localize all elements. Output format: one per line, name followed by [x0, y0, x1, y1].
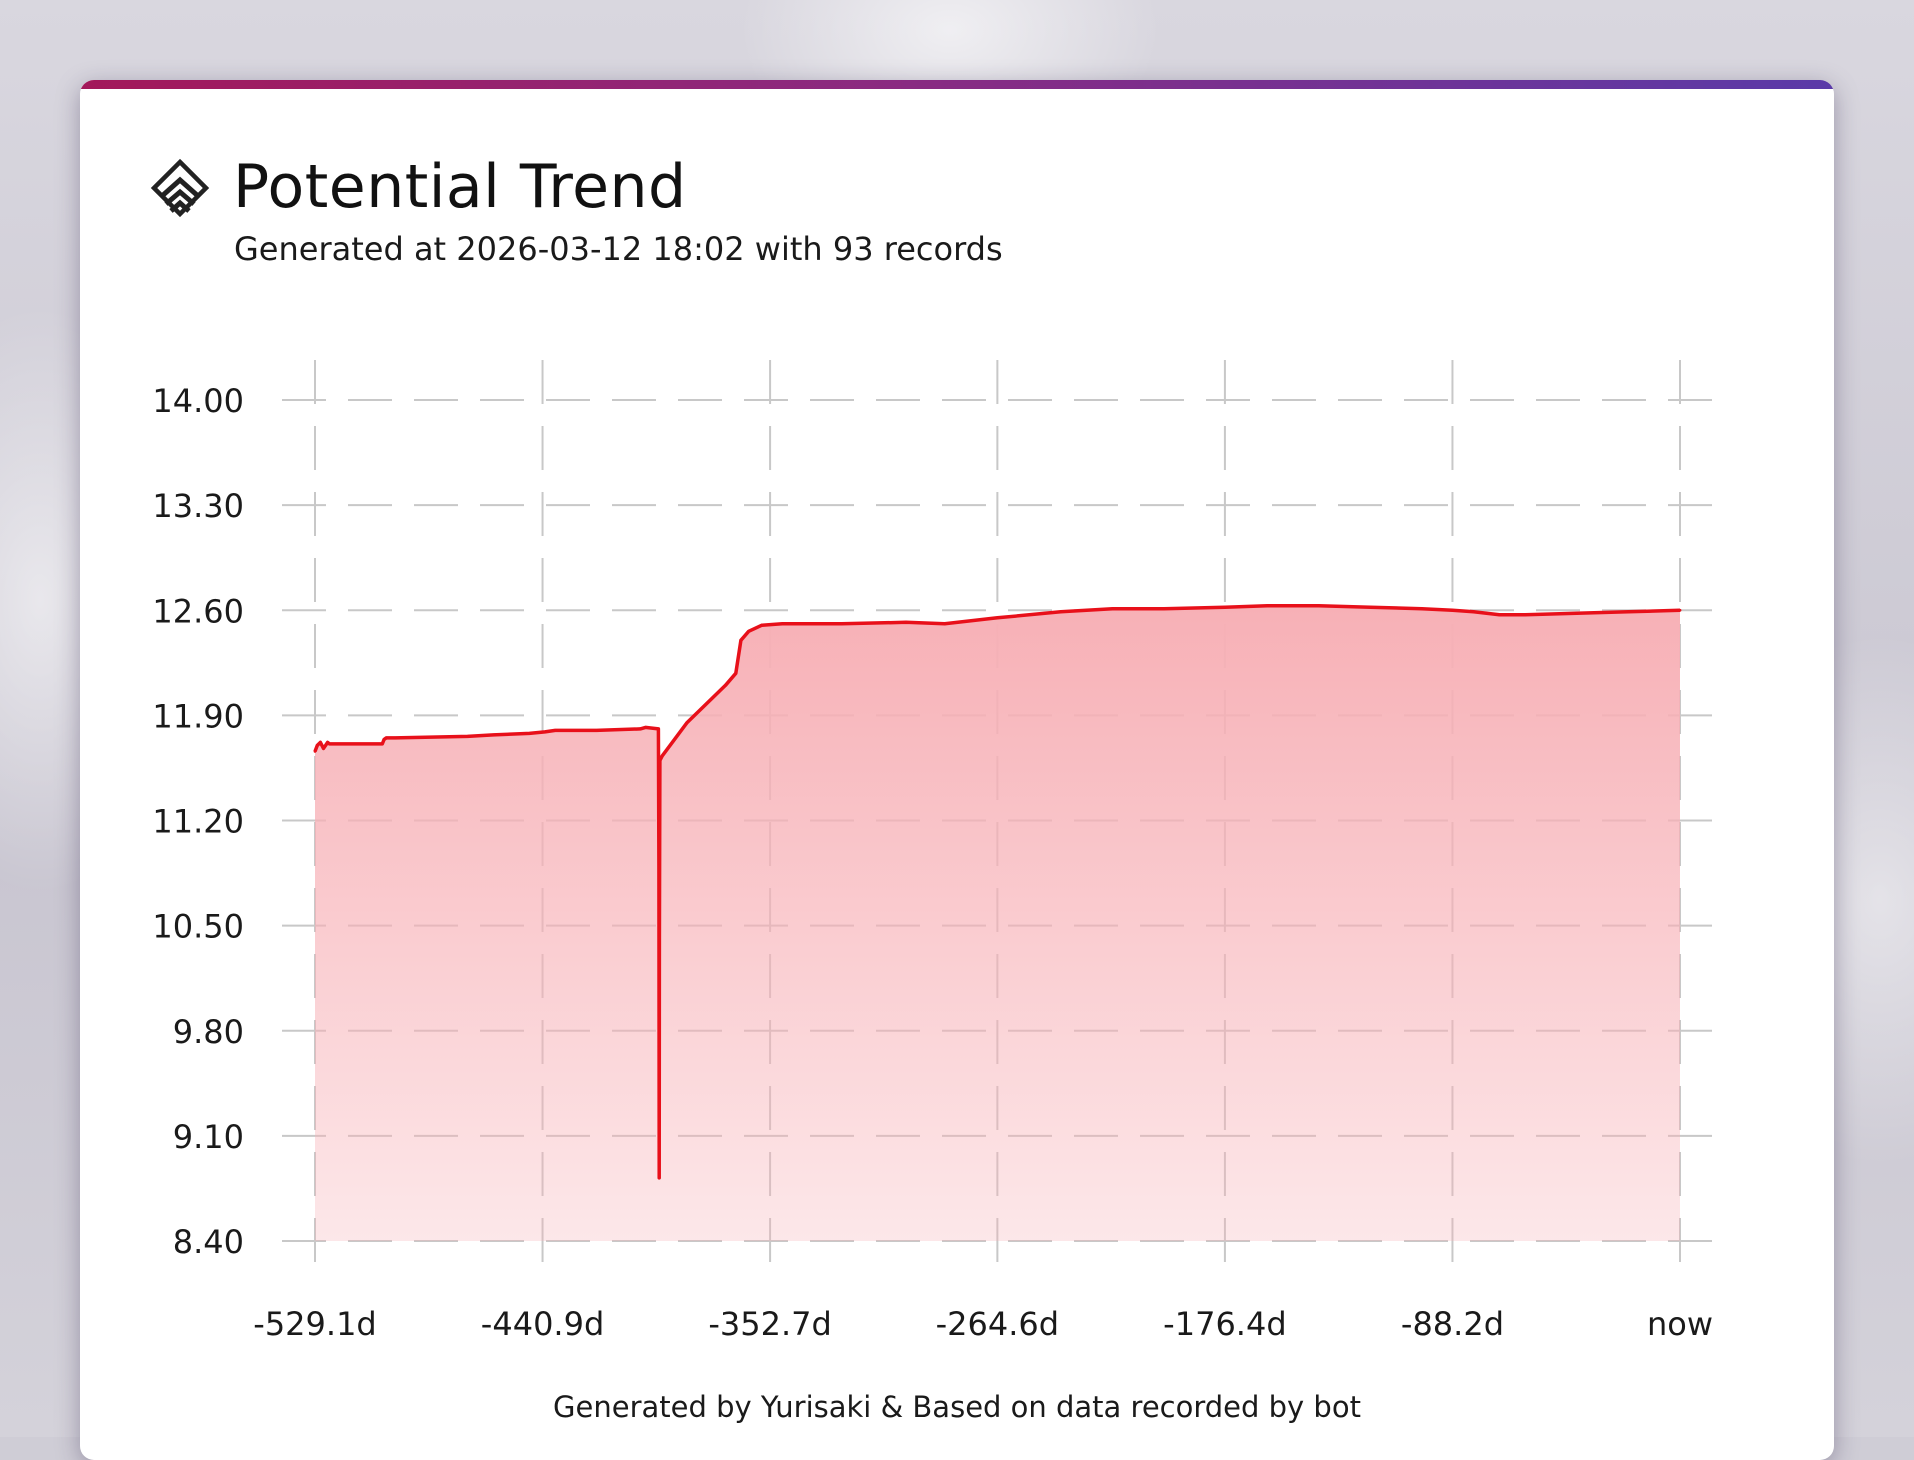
data-point: [1472, 610, 1475, 614]
page-title: Potential Trend: [233, 152, 687, 222]
data-point: [1678, 608, 1682, 612]
data-point: [384, 736, 388, 740]
y-tick-label: 9.10: [173, 1118, 244, 1156]
footer-credit: Generated by Yurisaki & Based on data re…: [553, 1390, 1361, 1424]
y-tick-label: 8.40: [173, 1223, 244, 1261]
x-tick-label: -264.6d: [936, 1305, 1059, 1343]
data-point: [747, 629, 751, 633]
y-tick-label: 11.90: [152, 697, 244, 735]
data-point: [996, 616, 999, 620]
data-point: [328, 742, 331, 746]
data-point: [543, 730, 547, 734]
data-point: [466, 735, 469, 738]
y-tick-label: 11.20: [152, 803, 244, 841]
x-tick-label: now: [1647, 1305, 1713, 1343]
data-point: [595, 729, 598, 732]
data-point: [315, 744, 319, 747]
trend-card: Potential Trend Generated at 2026-03-12 …: [80, 80, 1834, 1460]
x-tick-label: -440.9d: [481, 1305, 604, 1343]
y-tick-label: 9.80: [173, 1013, 244, 1051]
trend-chart: 14.00 13.30 12.60 11.90 11.20 10.50 9.80 9.10 8.…: [152, 360, 1718, 1343]
data-point: [1111, 607, 1114, 611]
data-point: [324, 744, 327, 747]
data-point: [638, 727, 642, 731]
data-point: [1575, 611, 1579, 615]
data-point: [760, 623, 763, 627]
data-point: [1369, 605, 1372, 609]
data-point: [528, 732, 531, 735]
y-tick-label: 14.00: [152, 382, 244, 420]
data-point: [1059, 610, 1063, 614]
data-point: [724, 683, 727, 687]
data-point: [1265, 604, 1269, 608]
data-point: [657, 1176, 661, 1180]
data-point: [313, 750, 317, 753]
x-tick-label: -88.2d: [1401, 1305, 1504, 1343]
data-point: [322, 747, 325, 750]
data-point: [1317, 604, 1321, 608]
x-tick-label: -352.7d: [708, 1305, 831, 1343]
data-point: [1523, 613, 1527, 617]
y-tick-label: 10.50: [152, 908, 244, 946]
data-point: [943, 622, 947, 626]
data-point: [840, 622, 843, 626]
data-point: [491, 733, 495, 737]
data-point: [337, 742, 340, 746]
data-point: [393, 736, 397, 740]
y-tick-label: 12.60: [152, 592, 244, 630]
series-line: [313, 603, 1681, 1180]
data-point: [319, 741, 322, 744]
data-point: [660, 754, 664, 758]
data-point: [1223, 605, 1227, 609]
data-point: [1162, 607, 1166, 611]
series-area: [315, 605, 1680, 1241]
data-point: [1627, 610, 1630, 614]
data-point: [1420, 607, 1424, 611]
y-tick-label: 13.30: [152, 487, 244, 525]
data-point: [657, 864, 661, 867]
data-point: [685, 721, 689, 725]
data-point: [657, 727, 660, 731]
data-point: [658, 759, 662, 762]
data-point: [739, 638, 743, 642]
card-accent-bar: [80, 80, 1834, 89]
data-point: [904, 620, 908, 624]
potential-chevron-icon: [150, 158, 210, 218]
data-point: [780, 622, 784, 626]
data-point: [380, 742, 384, 746]
data-point: [1451, 608, 1454, 612]
data-point: [658, 939, 661, 942]
data-point: [553, 729, 557, 732]
page-subtitle: Generated at 2026-03-12 18:02 with 93 re…: [234, 230, 1003, 268]
data-point: [569, 729, 573, 732]
data-point: [644, 726, 647, 729]
data-point: [1498, 613, 1501, 617]
x-tick-label: -529.1d: [253, 1305, 376, 1343]
x-tick-label: -176.4d: [1163, 1305, 1286, 1343]
data-point: [734, 671, 738, 675]
data-point: [382, 738, 386, 741]
data-point: [330, 742, 334, 746]
